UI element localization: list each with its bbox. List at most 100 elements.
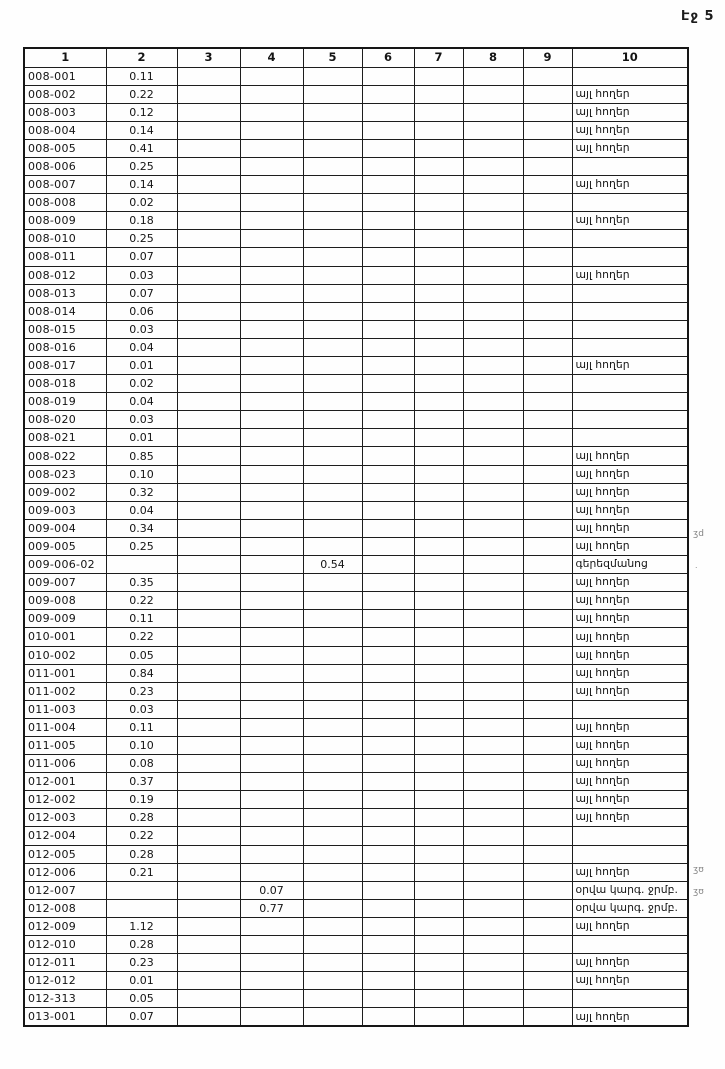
table-row: 009-008 0.22 այլ հողեր xyxy=(23,591,689,611)
parcel-code-cell: 012-010 xyxy=(23,934,107,955)
land-type-cell xyxy=(571,229,689,249)
value-cell xyxy=(176,518,241,538)
value-cell xyxy=(413,482,464,502)
value-cell xyxy=(522,518,573,538)
value-cell xyxy=(462,66,524,86)
value-cell xyxy=(462,482,524,502)
value-cell xyxy=(239,1007,304,1027)
value-cell xyxy=(176,699,241,719)
land-type-cell: այլ հողեր xyxy=(571,536,689,557)
value-cell xyxy=(302,193,363,213)
value-cell: 0.34 xyxy=(105,518,178,538)
value-cell xyxy=(522,645,573,665)
land-type-cell: այլ հողեր xyxy=(571,446,689,466)
value-cell xyxy=(522,735,573,756)
value-cell xyxy=(361,681,415,701)
value-cell xyxy=(462,518,524,538)
value-cell xyxy=(239,84,304,104)
value-cell xyxy=(176,808,241,828)
land-type-cell: այլ հողեր xyxy=(571,482,689,502)
value-cell xyxy=(302,102,363,122)
table-row: 012-011 0.23 այլ հողեր xyxy=(23,953,689,973)
value-cell: 0.04 xyxy=(105,392,178,412)
page-number-label: Էջ 5 xyxy=(681,9,715,24)
table-row: 012-004 0.22 xyxy=(23,826,689,846)
value-cell xyxy=(361,808,415,828)
table-row: 008-001 0.11 xyxy=(23,66,689,86)
parcel-code-cell: 009-009 xyxy=(23,609,107,629)
land-type-cell xyxy=(571,410,689,430)
land-type-cell xyxy=(571,826,689,846)
table-row: 008-016 0.04 xyxy=(23,337,689,358)
value-cell xyxy=(361,971,415,991)
value-cell xyxy=(239,772,304,792)
land-type-cell xyxy=(571,337,689,358)
parcel-code-cell: 012-002 xyxy=(23,790,107,810)
value-cell: 0.22 xyxy=(105,826,178,846)
parcel-code-cell: 008-005 xyxy=(23,138,107,158)
parcel-code-cell: 008-012 xyxy=(23,265,107,285)
value-cell xyxy=(413,156,464,177)
value-cell xyxy=(413,916,464,937)
value-cell xyxy=(522,374,573,394)
value-cell xyxy=(105,898,178,918)
value-cell xyxy=(302,916,363,937)
value-cell xyxy=(413,591,464,611)
parcel-code-cell: 009-008 xyxy=(23,591,107,611)
value-cell xyxy=(413,826,464,846)
value-cell xyxy=(302,283,363,303)
value-cell xyxy=(239,790,304,810)
land-type-cell: այլ հողեր xyxy=(571,102,689,122)
value-cell xyxy=(522,699,573,719)
land-type-cell xyxy=(571,392,689,412)
value-cell xyxy=(239,392,304,412)
value-cell xyxy=(302,645,363,665)
value-cell: 0.01 xyxy=(105,971,178,991)
value-cell xyxy=(413,392,464,412)
table-header-row: 1 2 3 4 5 6 7 8 9 10 xyxy=(23,47,689,68)
value-cell xyxy=(176,880,241,900)
value-cell xyxy=(462,446,524,466)
value-cell xyxy=(302,410,363,430)
column-header: 3 xyxy=(176,47,241,68)
value-cell xyxy=(462,573,524,593)
value-cell xyxy=(239,410,304,430)
land-type-cell: այլ հողեր xyxy=(571,355,689,376)
value-cell xyxy=(361,84,415,104)
value-cell xyxy=(176,229,241,249)
value-cell xyxy=(522,464,573,484)
value-cell xyxy=(176,301,241,321)
land-type-cell: այլ հողեր xyxy=(571,265,689,285)
table-row: 008-013 0.07 xyxy=(23,283,689,303)
value-cell xyxy=(302,826,363,846)
value-cell xyxy=(522,500,573,520)
value-cell xyxy=(462,844,524,864)
column-header: 9 xyxy=(522,47,573,68)
value-cell xyxy=(413,175,464,195)
value-cell xyxy=(361,319,415,339)
value-cell xyxy=(176,337,241,358)
value-cell xyxy=(413,428,464,448)
value-cell xyxy=(522,428,573,448)
value-cell xyxy=(413,500,464,520)
parcel-code-cell: 009-003 xyxy=(23,500,107,520)
value-cell xyxy=(361,283,415,303)
table-row: 013-001 0.07 այլ հողեր xyxy=(23,1007,689,1027)
value-cell xyxy=(361,862,415,882)
value-cell xyxy=(176,735,241,756)
value-cell xyxy=(239,717,304,737)
value-cell xyxy=(239,446,304,466)
value-cell xyxy=(176,1007,241,1027)
land-type-cell: օրվա կարգ. ջրմբ. xyxy=(571,898,689,918)
value-cell xyxy=(522,482,573,502)
value-cell xyxy=(176,193,241,213)
value-cell: 0.02 xyxy=(105,374,178,394)
value-cell: 0.85 xyxy=(105,446,178,466)
parcel-code-cell: 012-009 xyxy=(23,916,107,937)
value-cell xyxy=(361,301,415,321)
value-cell xyxy=(361,844,415,864)
value-cell xyxy=(302,663,363,683)
value-cell xyxy=(522,971,573,991)
value-cell xyxy=(522,953,573,973)
value-cell xyxy=(361,754,415,774)
